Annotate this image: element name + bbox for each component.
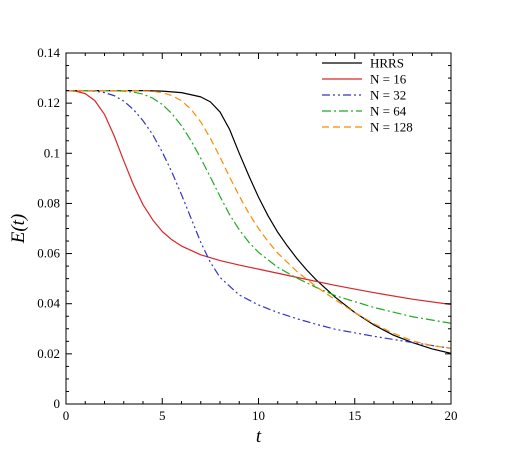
x-axis-label: t: [256, 426, 262, 447]
axes-layer: 0 5 10 15 20 0 0.02 0.04 0.06 0.08 0.1 0.12 0.14: [37, 45, 457, 423]
legend-label-1: N = 16: [370, 72, 407, 87]
y-tick-label: 0.06: [37, 246, 60, 261]
legend-label-2: N = 32: [370, 88, 406, 103]
series-line-1: [65, 90, 452, 306]
series-layer: [65, 90, 452, 354]
y-tick-label: 0.14: [37, 45, 60, 60]
series-line-0: [66, 90, 452, 354]
y-tick-label: 0.04: [37, 296, 60, 311]
x-tick-label: 5: [159, 408, 166, 423]
y-axis-label: E(t): [8, 214, 29, 245]
x-tick-label: 15: [348, 408, 361, 423]
legend-label-0: HRRS: [370, 56, 404, 71]
y-tick-label: 0.12: [37, 95, 60, 110]
y-tick-label: 0.02: [37, 346, 60, 361]
x-tick-label: 20: [445, 408, 458, 423]
series-line-2: [66, 90, 452, 349]
legend-label-3: N = 64: [370, 104, 407, 119]
y-tick-label: 0.1: [44, 145, 60, 160]
legend-label-4: N = 128: [370, 120, 413, 135]
y-tick-label: 0: [54, 396, 61, 411]
x-tick-label: 10: [252, 408, 265, 423]
x-tick-label: 0: [63, 408, 70, 423]
y-tick-label: 0.08: [37, 195, 60, 210]
